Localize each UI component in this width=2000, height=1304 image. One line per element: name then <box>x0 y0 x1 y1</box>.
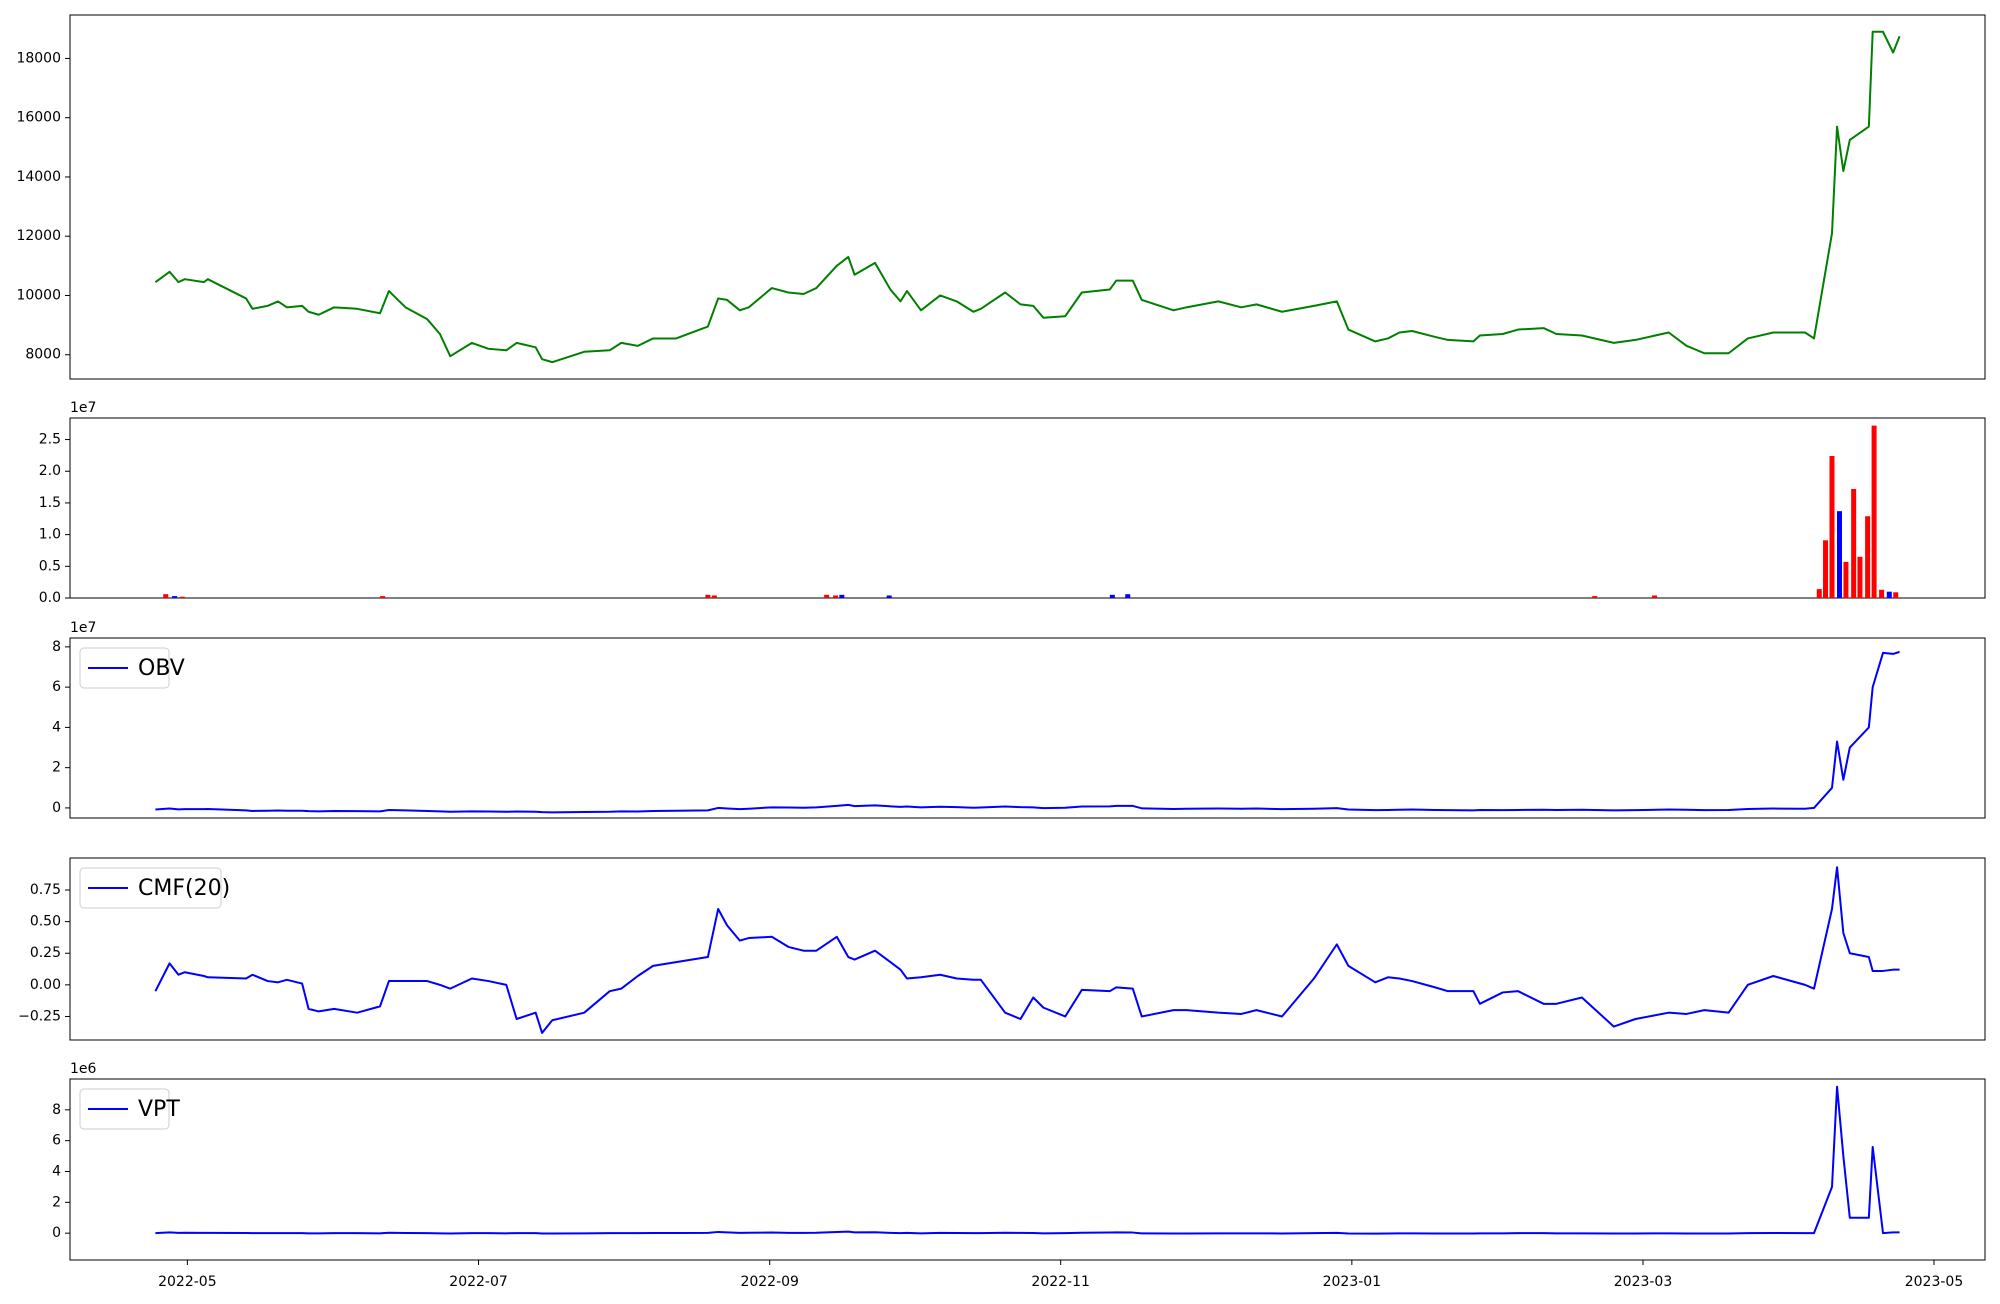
x-tick-label: 2022-09 <box>740 1274 799 1290</box>
legend-label: CMF(20) <box>138 876 230 901</box>
bar <box>1829 456 1835 598</box>
bar <box>172 596 178 598</box>
axes-frame <box>69 857 1986 1041</box>
y-tick-label: 0.25 <box>30 945 61 961</box>
bar <box>1865 516 1871 598</box>
y-tick-label: 4 <box>52 719 61 735</box>
y-tick-label: 8 <box>52 1102 61 1118</box>
y-tick-label: 1.5 <box>39 495 61 511</box>
axes-frame <box>69 14 1986 380</box>
bar <box>839 594 845 598</box>
y-tick-label: 6 <box>52 679 61 695</box>
axes-frame <box>69 1078 1986 1261</box>
y-tick-label: 0.5 <box>39 558 61 574</box>
line <box>154 30 1901 364</box>
y-offset-label: 1e7 <box>70 620 96 636</box>
y-tick-label: 0.00 <box>30 977 61 993</box>
y-tick-label: 8 <box>52 639 61 655</box>
y-tick-label: −0.25 <box>18 1008 61 1024</box>
y-tick-label: 10000 <box>16 287 61 303</box>
bar <box>705 594 711 598</box>
bar <box>1125 594 1131 598</box>
bar <box>1652 595 1658 598</box>
y-tick-label: 2 <box>52 1194 61 1210</box>
x-tick-label: 2023-01 <box>1323 1274 1382 1290</box>
y-tick-label: 2 <box>52 760 61 776</box>
bar <box>179 596 185 598</box>
y-tick-label: 0 <box>52 1225 61 1241</box>
line <box>155 650 1900 814</box>
y-tick-label: 16000 <box>16 110 61 126</box>
bar <box>380 596 386 598</box>
x-tick-label: 2022-07 <box>449 1274 508 1290</box>
y-tick-label: 0.75 <box>30 882 61 898</box>
bar <box>824 594 830 598</box>
bar <box>1893 592 1899 598</box>
x-tick-label: 2023-05 <box>1905 1274 1964 1290</box>
y-tick-label: 8000 <box>25 347 61 363</box>
y-tick-label: 14000 <box>16 169 61 185</box>
legend-box <box>79 867 222 909</box>
bar <box>886 595 892 598</box>
y-tick-label: 0 <box>52 800 61 816</box>
bar <box>1592 596 1598 598</box>
legend-label: OBV <box>138 656 185 681</box>
x-tick-label: 2022-11 <box>1031 1274 1090 1290</box>
line <box>154 866 1900 1034</box>
bar <box>1857 556 1863 598</box>
bar <box>1816 589 1822 598</box>
bar <box>1837 511 1843 598</box>
y-tick-label: 4 <box>52 1164 61 1180</box>
line <box>155 1085 1900 1235</box>
bar <box>711 595 717 598</box>
y-offset-label: 1e7 <box>70 400 96 416</box>
y-offset-label: 1e6 <box>70 1061 97 1077</box>
y-tick-label: 2.5 <box>39 432 61 448</box>
x-tick-label: 2023-03 <box>1614 1274 1673 1290</box>
bar <box>1871 425 1877 598</box>
bar <box>163 594 169 598</box>
y-tick-label: 6 <box>52 1133 61 1149</box>
y-tick-label: 2.0 <box>39 463 61 479</box>
bar <box>1886 591 1892 598</box>
bar <box>833 595 839 598</box>
x-tick-label: 2022-05 <box>158 1274 217 1290</box>
y-tick-label: 12000 <box>16 228 61 244</box>
bar <box>1109 594 1115 598</box>
axes-frame <box>69 417 1986 599</box>
legend-label: VPT <box>138 1097 180 1122</box>
y-tick-label: 18000 <box>16 50 61 66</box>
y-tick-label: 1.0 <box>39 527 61 543</box>
bar <box>1843 561 1849 598</box>
bar <box>1851 488 1857 598</box>
bar <box>1823 540 1829 598</box>
axes-frame <box>69 637 1986 819</box>
y-tick-label: 0.50 <box>30 914 61 930</box>
y-tick-label: 0.0 <box>39 590 61 606</box>
bar <box>1879 589 1885 598</box>
